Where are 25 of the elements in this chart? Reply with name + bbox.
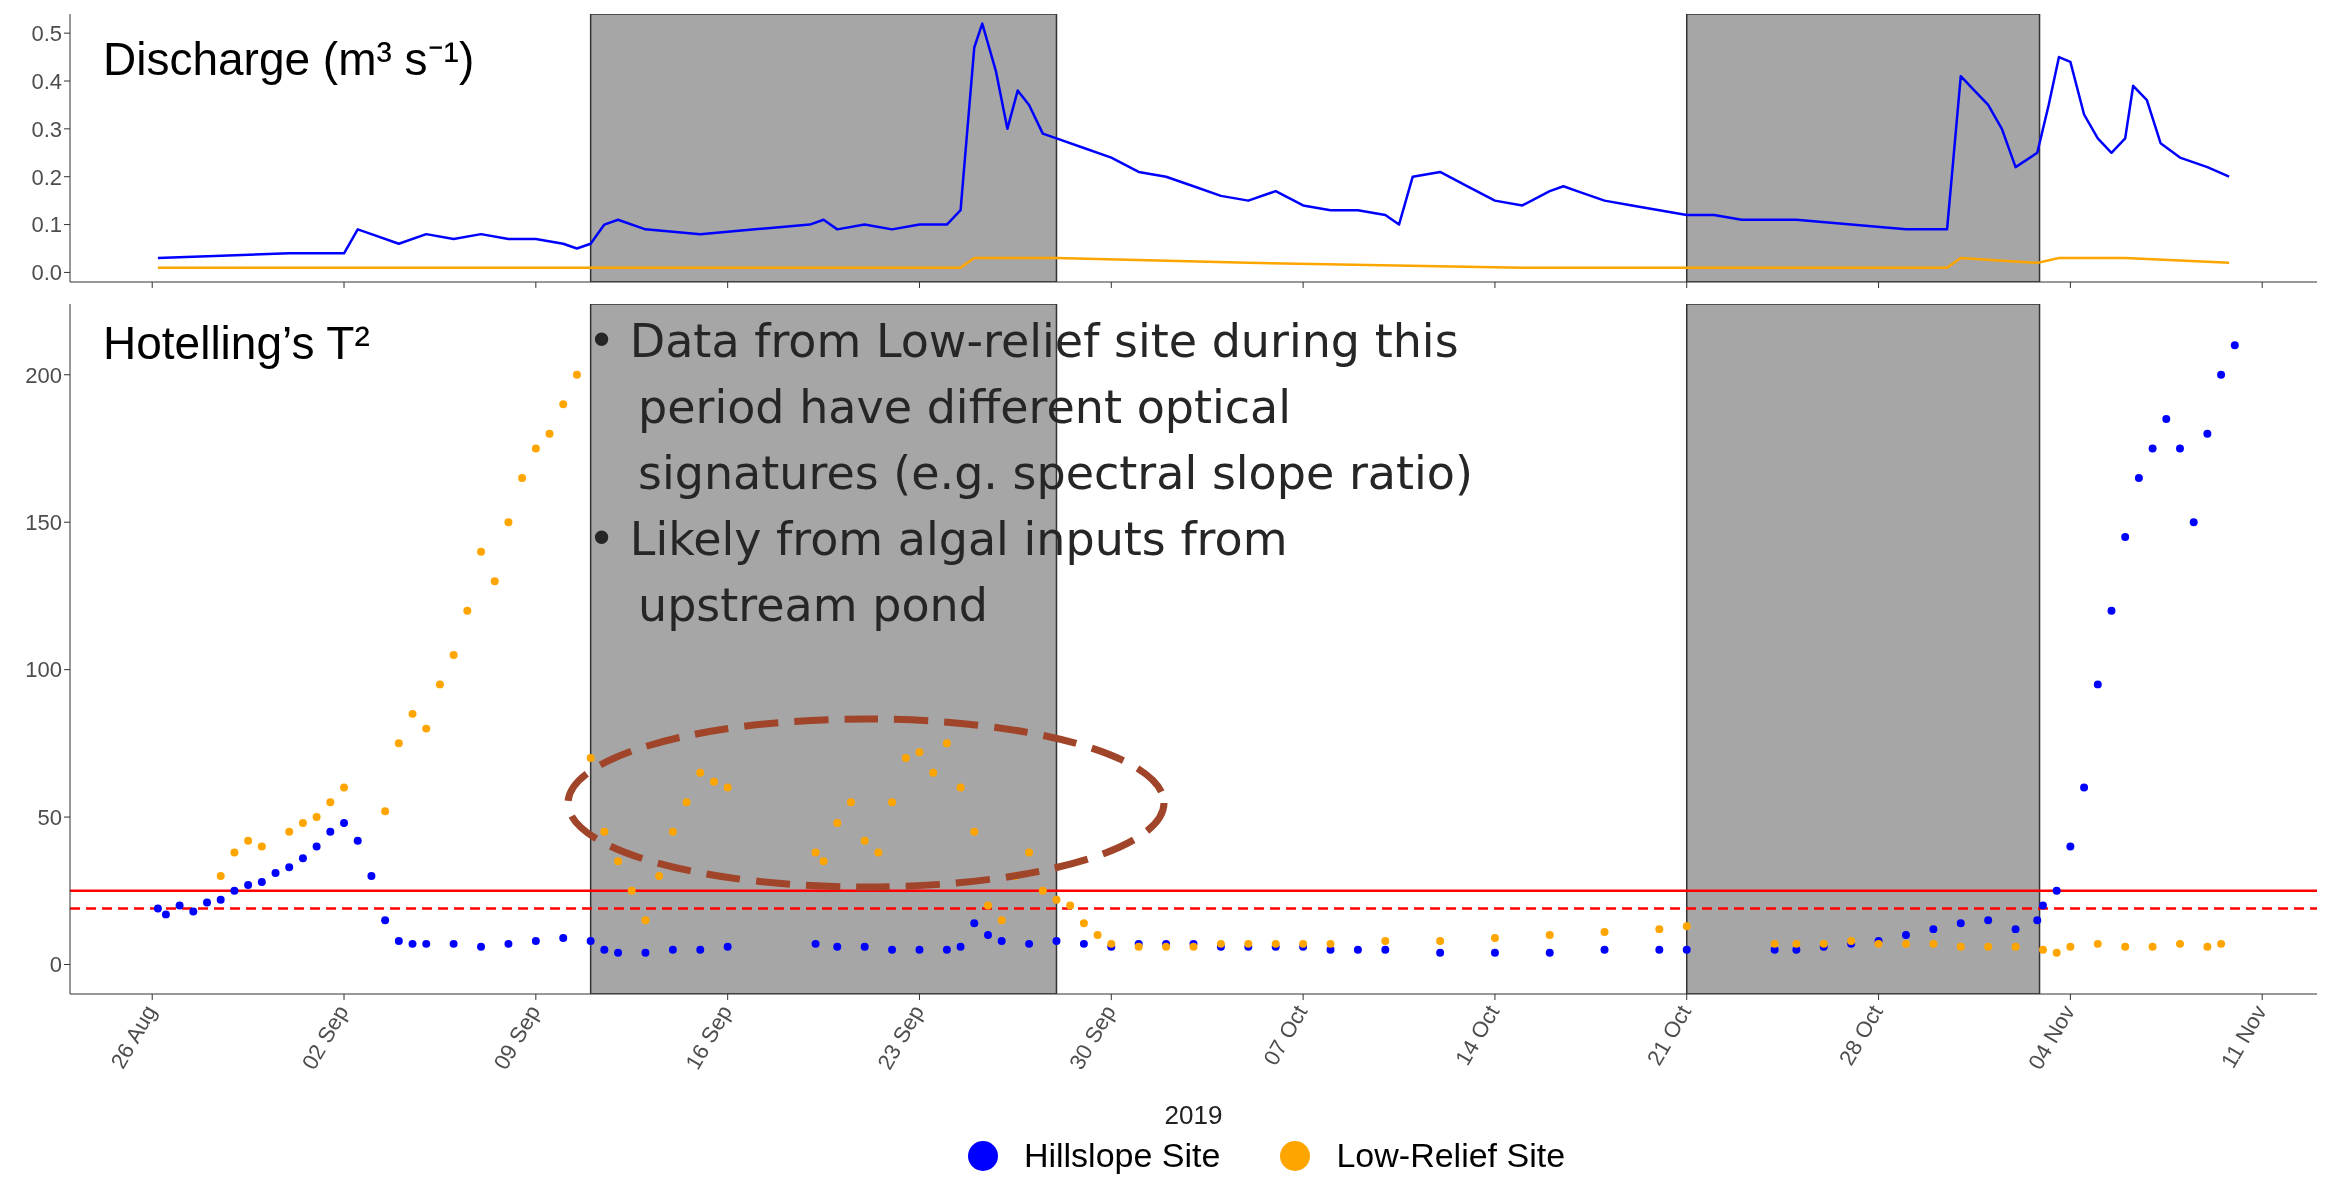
y-tick-label: 0.1 xyxy=(31,212,62,238)
x-axis-title: 2019 xyxy=(1164,1100,1223,1130)
legend-label: Low-Relief Site xyxy=(1336,1136,1566,1175)
x-tick-label: 23 Sep xyxy=(872,1000,929,1074)
chart-title: Hotelling’s T² xyxy=(103,316,370,370)
x-tick-label: 09 Sep xyxy=(488,1000,546,1074)
y-tick-label: 0.2 xyxy=(31,164,62,190)
y-tick-label: 0.4 xyxy=(31,68,62,94)
y-tick-label: 150 xyxy=(25,510,62,536)
y-tick-label: 100 xyxy=(25,657,62,683)
chart-title: Discharge (m³ s⁻¹) xyxy=(103,32,475,87)
x-tick-label: 21 Oct xyxy=(1642,1000,1697,1070)
x-tick-label: 02 Sep xyxy=(296,1000,354,1074)
x-tick-label: 30 Sep xyxy=(1064,1000,1121,1074)
y-tick-label: 0.0 xyxy=(31,260,62,286)
y-tick-label: 200 xyxy=(25,362,62,388)
x-tick-label: 07 Oct xyxy=(1258,1000,1313,1070)
y-tick-label: 0 xyxy=(49,952,62,978)
legend-label: Hillslope Site xyxy=(1023,1136,1221,1175)
y-tick-label: 50 xyxy=(37,804,62,830)
x-tick-label: 14 Oct xyxy=(1450,1000,1505,1070)
x-tick-label: 28 Oct xyxy=(1833,1000,1888,1070)
y-tick-label: 0.3 xyxy=(31,116,62,142)
x-tick-label: 16 Sep xyxy=(680,1000,738,1074)
y-tick-label: 0.5 xyxy=(31,20,62,46)
